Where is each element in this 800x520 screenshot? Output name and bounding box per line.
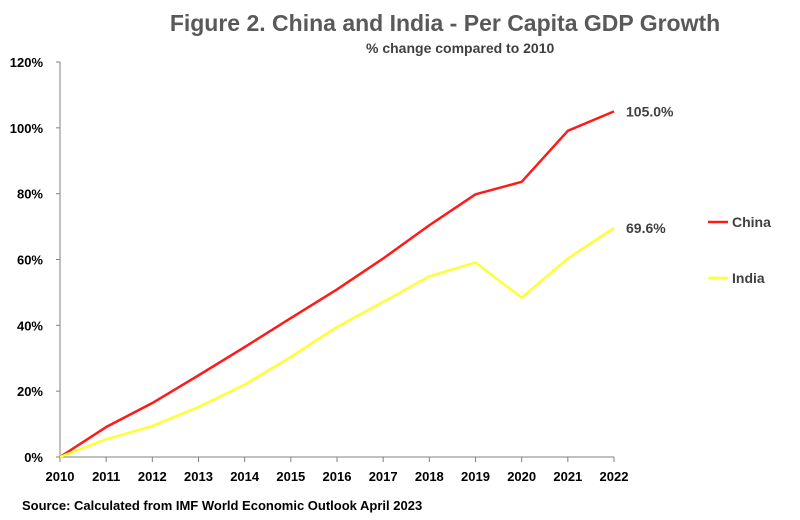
- series-line-china: [59, 110, 615, 459]
- y-tick-label: 120%: [10, 55, 44, 70]
- y-tick-label: 100%: [10, 121, 44, 136]
- x-tick-label: 2021: [553, 469, 582, 484]
- y-tick-label: 80%: [17, 187, 43, 202]
- x-tick-label: 2012: [138, 469, 167, 484]
- chart-subtitle: % change compared to 2010: [366, 40, 555, 56]
- series-line-india: [59, 226, 615, 459]
- legend-label-india: India: [732, 270, 765, 286]
- y-tick-label: 40%: [17, 318, 43, 333]
- x-tick-label: 2016: [323, 469, 352, 484]
- y-tick-label: 0%: [24, 450, 43, 465]
- y-tick-label: 20%: [17, 384, 43, 399]
- end-label-india: 69.6%: [626, 220, 666, 236]
- end-label-china: 105.0%: [626, 103, 674, 119]
- source-note: Source: Calculated from IMF World Econom…: [22, 498, 423, 513]
- x-tick-label: 2022: [600, 469, 629, 484]
- x-tick-label: 2019: [461, 469, 490, 484]
- x-tick-label: 2017: [369, 469, 398, 484]
- x-tick-label: 2015: [276, 469, 305, 484]
- x-tick-label: 2014: [230, 469, 260, 484]
- x-tick-label: 2018: [415, 469, 444, 484]
- legend-label-china: China: [732, 214, 771, 230]
- y-tick-label: 60%: [17, 253, 43, 268]
- x-tick-label: 2010: [46, 469, 75, 484]
- x-tick-label: 2020: [507, 469, 536, 484]
- x-tick-label: 2013: [184, 469, 213, 484]
- chart-title: Figure 2. China and India - Per Capita G…: [169, 10, 721, 36]
- x-tick-label: 2011: [92, 469, 120, 484]
